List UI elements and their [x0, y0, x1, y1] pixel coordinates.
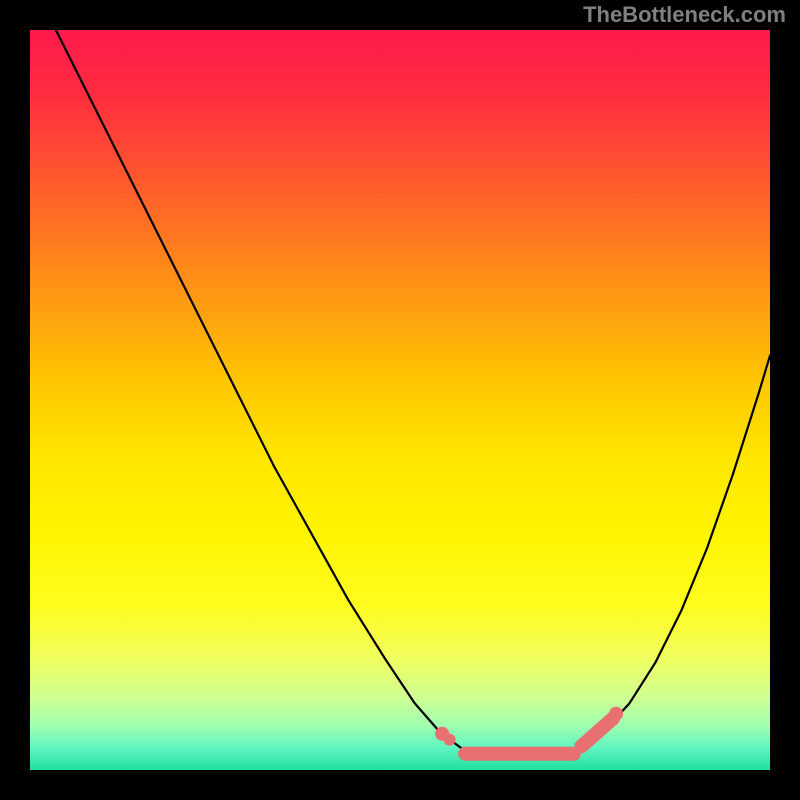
plot-background — [30, 30, 770, 770]
attribution-text: TheBottleneck.com — [583, 2, 786, 28]
bottleneck-chart — [0, 0, 800, 800]
